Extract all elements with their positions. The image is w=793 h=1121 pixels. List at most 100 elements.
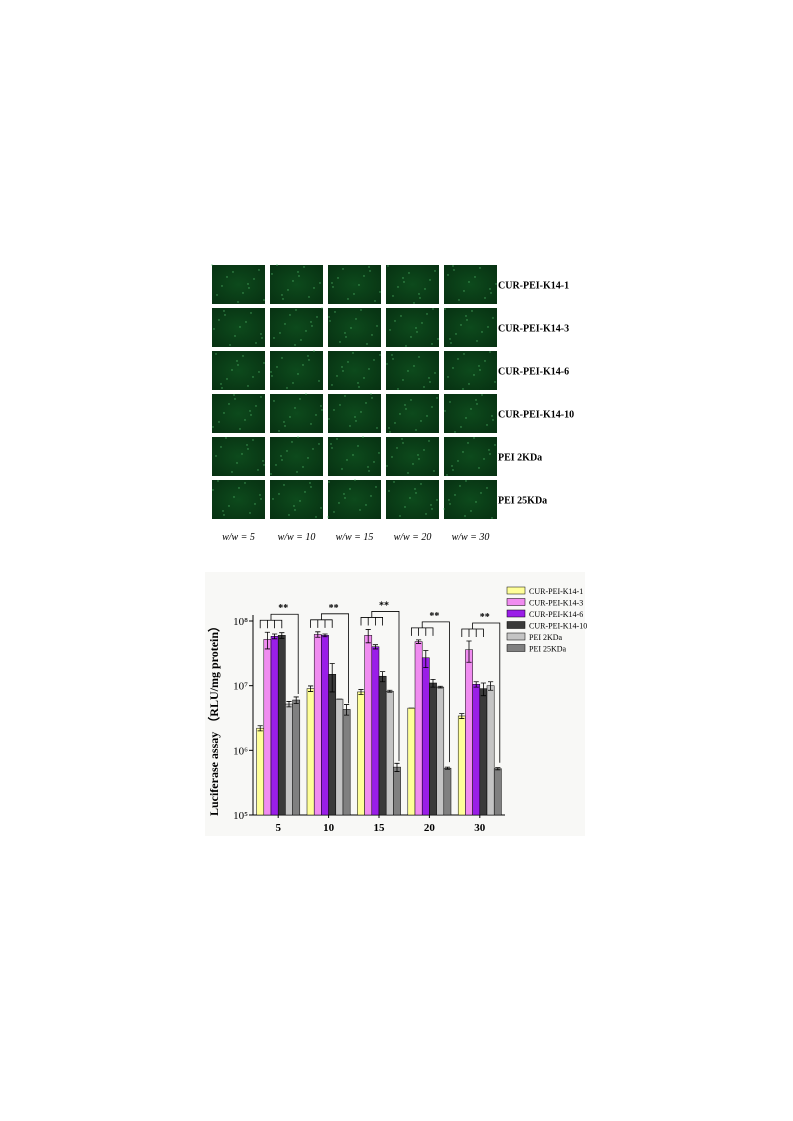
micrograph: [270, 308, 323, 347]
speck: [224, 314, 226, 316]
speck: [212, 489, 214, 491]
speck: [402, 379, 404, 381]
speck: [357, 445, 359, 447]
speck: [389, 329, 391, 331]
micrograph: [444, 480, 497, 519]
speck: [392, 295, 394, 297]
speck: [436, 499, 438, 501]
speck: [242, 355, 244, 357]
micrograph: [328, 437, 381, 476]
speck: [490, 292, 492, 294]
speck: [368, 266, 370, 268]
speck: [371, 334, 373, 336]
speck: [293, 505, 295, 507]
speck: [346, 459, 348, 461]
speck: [484, 297, 486, 299]
error-bar: [387, 689, 393, 693]
speck: [455, 333, 457, 335]
legend-label: CUR-PEI-K14-6: [529, 610, 583, 619]
speck: [255, 405, 257, 407]
speck: [453, 269, 455, 271]
speck: [223, 310, 225, 312]
speck: [280, 455, 282, 457]
x-tick-label: 5: [275, 822, 281, 834]
speck: [259, 494, 261, 496]
speck: [413, 302, 415, 304]
speck: [345, 336, 347, 338]
error-bar: [264, 631, 270, 650]
micrograph: [444, 351, 497, 390]
speck: [428, 377, 430, 379]
speck: [349, 425, 351, 427]
speck: [263, 362, 265, 364]
speck: [353, 293, 355, 295]
speck: [237, 364, 239, 366]
speck: [417, 454, 419, 456]
speck: [450, 342, 452, 344]
bar: [414, 641, 423, 816]
speck: [260, 498, 262, 500]
speck: [362, 436, 364, 438]
speck: [462, 451, 464, 453]
bar: [256, 727, 265, 816]
legend-label: PEI 25KDa: [529, 645, 567, 654]
micrograph: [212, 351, 265, 390]
micrograph: [444, 437, 497, 476]
speck: [352, 352, 354, 354]
speck: [341, 468, 343, 470]
speck: [315, 414, 317, 416]
y-axis-label: Luciferase assay （RLU/mg protein）: [206, 620, 221, 816]
speck: [307, 355, 309, 357]
speck: [475, 501, 477, 503]
speck: [449, 503, 451, 505]
speck: [294, 509, 296, 511]
speck: [481, 331, 483, 333]
speck: [451, 465, 453, 467]
speck: [446, 474, 448, 476]
speck: [289, 314, 291, 316]
row-label: CUR-PEI-K14-6: [498, 367, 569, 378]
y-tick-label: 10⁷: [233, 681, 248, 693]
speck: [460, 324, 462, 326]
speck: [370, 495, 372, 497]
speck: [330, 443, 332, 445]
speck: [295, 309, 297, 311]
speck: [328, 316, 330, 318]
bar: [285, 703, 293, 816]
speck: [272, 498, 274, 500]
speck: [480, 492, 482, 494]
speck: [483, 458, 485, 460]
speck: [250, 414, 252, 416]
bracket: [259, 613, 299, 695]
speck: [338, 502, 340, 504]
speck: [431, 508, 433, 510]
speck: [418, 458, 420, 460]
speck: [313, 350, 315, 352]
speck: [305, 393, 307, 395]
speck: [431, 406, 433, 408]
error-bar: [279, 632, 285, 639]
speck: [221, 285, 223, 287]
speck: [309, 482, 311, 484]
speck: [393, 481, 395, 483]
error-bar: [329, 663, 335, 693]
speck: [297, 271, 299, 273]
column-label: w/w = 30: [452, 532, 490, 543]
speck: [231, 471, 233, 473]
speck: [404, 404, 406, 406]
micrograph: [270, 437, 323, 476]
speck: [228, 505, 230, 507]
speck: [286, 387, 288, 389]
legend-swatch: [506, 632, 526, 641]
micrograph: [212, 308, 265, 347]
speck: [318, 443, 320, 445]
bracket: [411, 621, 450, 763]
speck: [304, 491, 306, 493]
speck: [321, 409, 323, 411]
speck: [403, 281, 405, 283]
speck: [355, 420, 357, 422]
speck: [229, 344, 231, 346]
speck: [344, 332, 346, 334]
speck: [368, 368, 370, 370]
speck: [421, 322, 423, 324]
